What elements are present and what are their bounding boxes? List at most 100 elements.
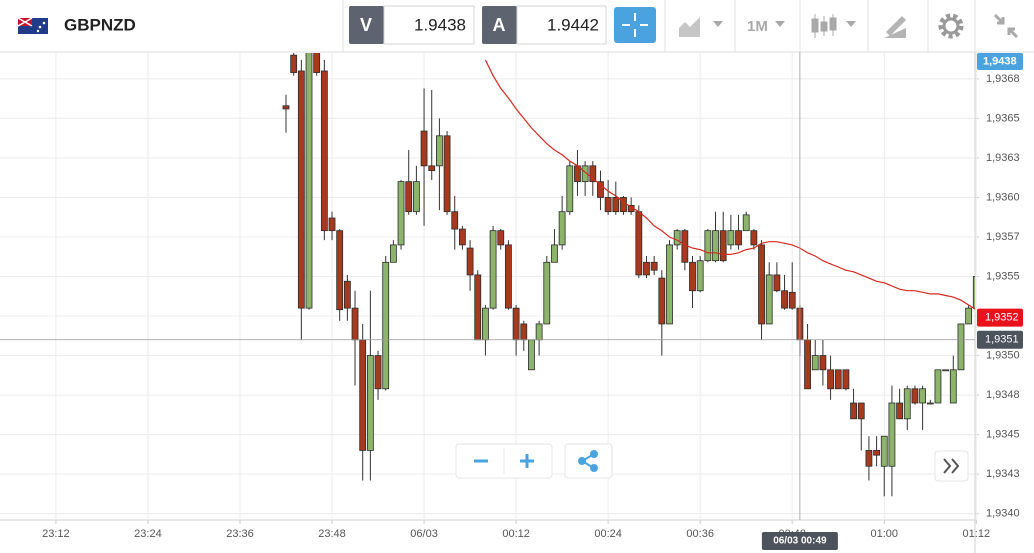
chart-type-button[interactable]: [679, 17, 723, 37]
candle-body: [589, 165, 597, 183]
candle-body: [773, 274, 781, 292]
y-tick-label: 1,9345: [986, 429, 1020, 441]
candle-body: [827, 369, 834, 390]
x-tick-label: 23:48: [318, 528, 346, 540]
overlay: 1,9351 06/03 00:49 1,9352 1,9438: [0, 52, 1023, 550]
crosshair-time: 06/03 00:49: [773, 536, 827, 547]
candle-body: [420, 130, 428, 167]
candle-body: [505, 244, 512, 309]
candle-body: [282, 105, 290, 110]
candle-body: [650, 261, 658, 271]
candle-body: [750, 230, 758, 246]
candle-body: [528, 339, 535, 371]
candle-body: [543, 261, 551, 325]
candle-body: [474, 274, 482, 341]
candle-body: [558, 211, 566, 246]
candle-body: [888, 402, 896, 467]
candle-body: [949, 369, 957, 404]
y-tick-label: 1,9348: [986, 389, 1020, 401]
dividers: [664, 0, 976, 52]
candle-body: [482, 307, 489, 341]
candle-body: [512, 307, 520, 341]
candle-body: [581, 165, 589, 183]
candle-body: [535, 323, 543, 341]
candle-body: [643, 261, 650, 276]
settings-button[interactable]: [938, 13, 964, 39]
y-tick-label: 1,9368: [986, 73, 1020, 85]
candle-body: [620, 197, 627, 213]
x-tick-label: 00:24: [594, 528, 622, 540]
ask-button[interactable]: [482, 6, 517, 44]
candle-body: [297, 70, 305, 309]
candle-body: [758, 244, 765, 325]
ask-price: 1.9442: [547, 15, 599, 34]
zoom-controls: [455, 443, 969, 482]
candle-body: [696, 260, 704, 292]
candle-body: [459, 228, 466, 246]
x-tick-label: 23:36: [226, 528, 254, 540]
flag: [17, 17, 48, 34]
draw-button[interactable]: [884, 16, 906, 38]
candle-body: [850, 402, 857, 420]
candle-body: [804, 339, 811, 390]
crosshair-button[interactable]: [614, 7, 656, 43]
x-tick-label: 23:24: [134, 528, 162, 540]
bid-price: 1.9438: [414, 15, 466, 34]
y-tick-label: 1,9355: [986, 270, 1020, 282]
candle-body: [689, 261, 696, 292]
candle-body: [443, 135, 451, 213]
candle-body: [781, 290, 788, 309]
candle-style-button[interactable]: [811, 14, 856, 38]
candle-body: [566, 165, 574, 213]
x-tick-label: 00:36: [686, 528, 714, 540]
candle-body: [320, 70, 328, 232]
crosshair-price-tag: [977, 330, 1023, 349]
candle-body: [313, 53, 321, 73]
candle-body: [857, 402, 865, 420]
candle-body: [834, 369, 842, 390]
candle-body: [788, 291, 796, 309]
candle-body: [934, 369, 942, 404]
candle-body: [612, 197, 620, 213]
ask-label: A: [493, 15, 506, 35]
y-tick-label: 1,9360: [986, 191, 1020, 203]
share-button[interactable]: [564, 443, 613, 479]
bid-price-tag: [977, 53, 1023, 70]
bid-price-axis: 1,9438: [983, 55, 1017, 67]
candle-body: [597, 181, 604, 198]
x-tick-label: 00:12: [502, 528, 530, 540]
candle-body: [712, 230, 719, 262]
candle-body: [896, 402, 903, 420]
candle-body: [466, 247, 474, 276]
x-tick-label: 01:00: [870, 528, 898, 540]
candle-body: [819, 355, 827, 371]
crosshair-price: 1,9351: [985, 334, 1019, 346]
candle-body: [366, 355, 374, 451]
candle-body: [842, 369, 850, 390]
candle-body: [290, 54, 298, 73]
bid-box: [383, 5, 475, 45]
y-tick-label: 1,9357: [986, 231, 1020, 243]
ask-box: [516, 5, 607, 45]
x-tick-label: 06/03: [410, 528, 438, 540]
collapse-button[interactable]: [993, 13, 1019, 39]
crosshair-time-tag: [761, 532, 838, 550]
y-tick-label: 1,9365: [986, 112, 1020, 124]
candle-body: [765, 274, 773, 325]
bid-button[interactable]: [349, 6, 384, 44]
candle-body: [926, 402, 934, 405]
candle-body: [666, 244, 673, 325]
candle-body: [405, 181, 413, 213]
candle-body: [681, 230, 689, 263]
scroll-right-button[interactable]: [934, 450, 969, 482]
ma-price: 1,9352: [985, 312, 1019, 324]
zoom-in[interactable]: [520, 454, 534, 468]
candle-body: [673, 230, 681, 246]
candle-body: [336, 230, 344, 311]
timeframe-button[interactable]: 1M: [747, 18, 785, 35]
y-tick-label: 1,9343: [986, 468, 1020, 480]
candle-body: [727, 230, 735, 246]
timeframe: 1M: [747, 18, 768, 35]
candle-body: [389, 244, 397, 263]
